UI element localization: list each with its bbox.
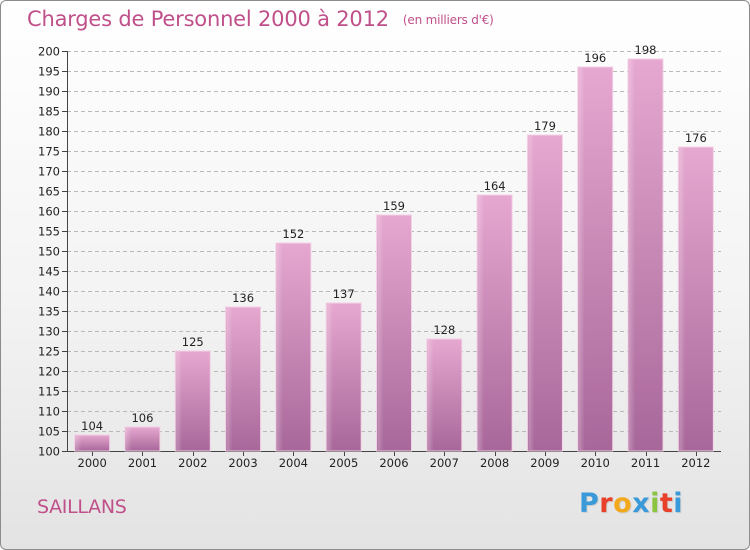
bar-highlight <box>276 244 283 450</box>
bar-highlight <box>629 60 636 450</box>
x-tick-label: 2006 <box>379 456 408 470</box>
y-tick-label: 175 <box>38 145 60 159</box>
x-tick-label: 2012 <box>681 456 710 470</box>
x-tick-label: 2007 <box>430 456 459 470</box>
bar-value-label: 125 <box>182 335 204 349</box>
bar-highlight <box>528 136 535 450</box>
bar-value-label: 179 <box>534 119 556 133</box>
x-tick-label: 2010 <box>581 456 610 470</box>
y-tick-label: 135 <box>38 305 60 319</box>
bar-highlight <box>125 428 132 450</box>
y-tick-label: 170 <box>38 165 60 179</box>
bar-highlight <box>327 304 334 450</box>
y-tick-label: 105 <box>38 425 60 439</box>
y-tick-label: 155 <box>38 225 60 239</box>
bar-value-label: 152 <box>282 227 304 241</box>
logo-letter: i <box>650 488 660 519</box>
x-tick-label: 2000 <box>78 456 107 470</box>
logo-letter: r <box>599 488 614 519</box>
bar-value-label: 198 <box>635 43 657 57</box>
logo-letter: o <box>613 488 633 519</box>
y-tick-label: 140 <box>38 285 60 299</box>
bars <box>74 58 714 452</box>
bar-value-label: 159 <box>383 199 405 213</box>
bar-highlight <box>578 68 585 450</box>
town-name: SAILLANS <box>37 496 127 518</box>
bar-value-label: 128 <box>433 323 455 337</box>
bar-value-label: 164 <box>484 179 506 193</box>
bar-value-label: 136 <box>232 291 254 305</box>
bar-highlight <box>478 196 485 450</box>
y-tick-label: 120 <box>38 365 60 379</box>
y-tick-label: 180 <box>38 125 60 139</box>
x-tick-label: 2008 <box>480 456 509 470</box>
chart-title: Charges de Personnel 2000 à 2012 (en mill… <box>27 7 494 31</box>
proxiti-logo: Proxiti <box>579 488 683 519</box>
x-tick-label: 2001 <box>128 456 157 470</box>
x-tick-label: 2005 <box>329 456 358 470</box>
y-tick-label: 100 <box>38 445 60 459</box>
bar <box>74 434 111 452</box>
chart-title-text: Charges de Personnel 2000 à 2012 <box>27 7 389 31</box>
bar-highlight <box>226 308 233 450</box>
unit-note: (en milliers d'€) <box>402 13 494 27</box>
bar-highlight <box>679 148 686 450</box>
y-tick-label: 150 <box>38 245 60 259</box>
y-tick-label: 190 <box>38 85 60 99</box>
y-tick-label: 125 <box>38 345 60 359</box>
x-tick-label: 2003 <box>228 456 257 470</box>
x-tick-label: 2002 <box>178 456 207 470</box>
y-tick-label: 160 <box>38 205 60 219</box>
bar-value-label: 196 <box>584 51 606 65</box>
x-tick-label: 2009 <box>530 456 559 470</box>
y-tick-label: 195 <box>38 65 60 79</box>
logo-letter: t <box>659 488 674 519</box>
logo-letter: i <box>673 488 684 519</box>
y-tick-label: 200 <box>38 45 60 59</box>
bar-highlight <box>75 436 82 450</box>
x-tick-label: 2004 <box>279 456 308 470</box>
y-tick-label: 115 <box>38 385 60 399</box>
x-tick-label: 2011 <box>631 456 660 470</box>
bar-highlight <box>377 216 384 450</box>
logo-letter: x <box>632 488 651 519</box>
y-tick-label: 110 <box>38 405 60 419</box>
bar-value-label: 137 <box>333 287 355 301</box>
y-tick-label: 165 <box>38 185 60 199</box>
bar-value-label: 104 <box>81 419 103 433</box>
y-tick-label: 185 <box>38 105 60 119</box>
bar-highlight <box>427 340 434 450</box>
labels: 100 105 110 115 120 125 130 135 140 145 150 155 160 1… <box>38 43 710 470</box>
y-tick-label: 145 <box>38 265 60 279</box>
y-tick-label: 130 <box>38 325 60 339</box>
bar-value-label: 106 <box>131 411 153 425</box>
bar-value-label: 176 <box>685 131 707 145</box>
logo-letter: P <box>579 488 600 519</box>
bar-highlight <box>176 352 183 450</box>
